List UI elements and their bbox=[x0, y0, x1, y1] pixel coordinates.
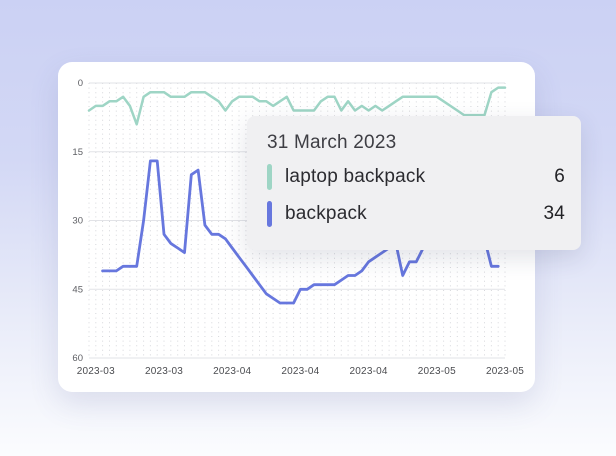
y-tick-label: 60 bbox=[72, 353, 83, 364]
series-color-swatch-laptop-backpack bbox=[267, 164, 272, 190]
tooltip-series-value: 6 bbox=[554, 166, 565, 187]
y-tick-label: 45 bbox=[72, 284, 83, 295]
tooltip-series-label: laptop backpack bbox=[285, 166, 426, 187]
x-tick-label: 2023-03 bbox=[145, 366, 183, 377]
x-tick-label: 2023-04 bbox=[350, 366, 388, 377]
tooltip-row: backpack 34 bbox=[267, 199, 565, 229]
x-tick-label: 2023-04 bbox=[281, 366, 319, 377]
x-tick-label: 2023-05 bbox=[418, 366, 456, 377]
y-tick-label: 15 bbox=[72, 147, 83, 158]
x-tick-label: 2023-03 bbox=[77, 366, 115, 377]
x-tick-label: 2023-05 bbox=[486, 366, 524, 377]
tooltip-series-value: 34 bbox=[543, 203, 565, 224]
y-tick-label: 0 bbox=[78, 78, 83, 89]
y-tick-label: 30 bbox=[72, 216, 83, 227]
chart-tooltip: 31 March 2023 laptop backpack 6 backpack… bbox=[247, 116, 581, 250]
series-color-swatch-backpack bbox=[267, 201, 272, 227]
series-line-laptop-backpack[interactable] bbox=[87, 86, 507, 126]
tooltip-date: 31 March 2023 bbox=[267, 132, 397, 153]
tooltip-row: laptop backpack 6 bbox=[267, 162, 565, 192]
tooltip-series-label: backpack bbox=[285, 203, 367, 224]
x-tick-label: 2023-04 bbox=[213, 366, 251, 377]
